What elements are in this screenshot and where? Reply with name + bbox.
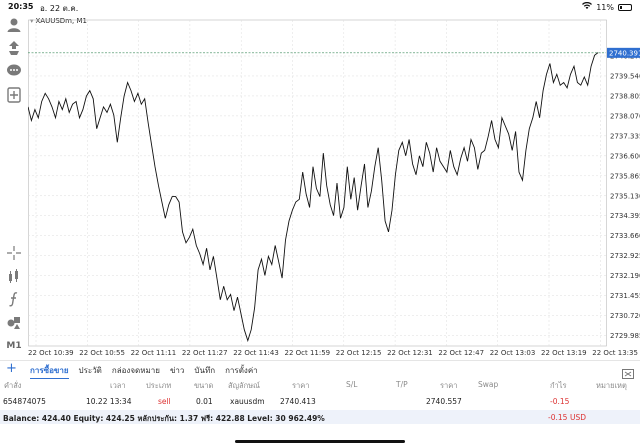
indicators-icon[interactable] [5, 267, 23, 285]
header-comment: หมายเหตุ [596, 381, 627, 390]
tab-0[interactable]: การซื้อขาย [30, 364, 69, 379]
status-bar: 20:35 อ. 22 ต.ค. 11% [0, 0, 640, 14]
y-tick-label: 2736.600 [610, 152, 640, 160]
x-tick-label: 22 Oct 13:03 [490, 349, 536, 357]
y-tick-label: 2735.130 [610, 192, 640, 200]
battery-icon [618, 3, 632, 11]
y-tick-label: 2737.335 [610, 132, 640, 140]
y-tick-label: 2734.395 [610, 212, 640, 220]
chat-icon[interactable] [5, 62, 23, 80]
status-date: อ. 22 ต.ค. [40, 4, 79, 13]
table-row[interactable]: 654874075 10.22 13:34 sell 0.01 xauusdm … [0, 395, 640, 409]
balance-text: Balance: 424.40 Equity: 424.25 หลักประกั… [3, 414, 325, 423]
order-volume: 0.01 [196, 397, 213, 406]
x-tick-label: 22 Oct 12:15 [336, 349, 382, 357]
x-tick-label: 22 Oct 11:27 [182, 349, 228, 357]
tab-2[interactable]: กล่องจดหมาย [111, 366, 160, 375]
x-tick-label: 22 Oct 11:43 [233, 349, 279, 357]
y-tick-label: 2733.660 [610, 232, 640, 240]
x-tick-label: 22 Oct 10:55 [79, 349, 125, 357]
price-chart[interactable]: 2740.2752739.5402738.8052738.0702737.335… [28, 16, 640, 359]
x-tick-label: 22 Oct 13:35 [592, 349, 638, 357]
terminal-tab-bar: + การซื้อขาย ประวัติ กล่องจดหมาย ข่าว บันทึก… [0, 360, 640, 379]
chart-symbol-label: ▾ XAUUSDm, M1 [30, 17, 87, 25]
y-tick-label: 2730.720 [610, 312, 640, 320]
objects-icon[interactable] [5, 313, 23, 331]
battery-percent: 11% [596, 2, 614, 12]
order-symbol: xauusdm [230, 397, 265, 406]
add-button[interactable]: + [6, 361, 17, 376]
balance-bar: Balance: 424.40 Equity: 424.25 หลักประกั… [0, 410, 640, 424]
wifi-icon [582, 1, 593, 12]
status-right: 11% [582, 1, 632, 12]
x-tick-label: 22 Oct 12:47 [438, 349, 484, 357]
x-tick-label: 22 Oct 12:31 [387, 349, 433, 357]
orders-table-header: คำสั่ง เวลา ประเภท ขนาด สัญลักษณ์ ราคา S… [0, 378, 640, 392]
header-order: คำสั่ง [4, 381, 22, 390]
left-toolbar: M1 [0, 14, 28, 357]
plot-frame [28, 19, 607, 347]
header-swap: Swap [478, 380, 499, 389]
status-time: 20:35 [8, 2, 34, 11]
terminal-tabs: การซื้อขาย ประวัติ กล่องจดหมาย ข่าว บันทึก กา… [30, 364, 258, 379]
tab-3[interactable]: ข่าว [169, 366, 185, 375]
y-tick-label: 2739.540 [610, 72, 640, 80]
x-tick-label: 22 Oct 11:59 [285, 349, 331, 357]
header-sl: S/L [346, 380, 358, 389]
y-tick-label: 2729.985 [610, 332, 640, 340]
price-line [28, 52, 599, 343]
current-price-tag [607, 47, 640, 58]
header-symbol: สัญลักษณ์ [228, 381, 261, 390]
new-order-icon[interactable] [5, 86, 23, 104]
x-tick-label: 22 Oct 13:19 [541, 349, 587, 357]
order-current-price: 2740.557 [426, 397, 462, 406]
timeframe-label: M1 [6, 341, 22, 351]
chart-mini-icons: ▾ [30, 17, 34, 25]
order-open-price: 2740.413 [280, 397, 316, 406]
x-tick-label: 22 Oct 10:39 [28, 349, 74, 357]
y-tick-label: 2731.455 [610, 292, 640, 300]
y-tick-label: 2735.865 [610, 172, 640, 180]
y-tick-label: 2732.925 [610, 252, 640, 260]
header-tp: T/P [396, 380, 408, 389]
y-tick-label: 2738.070 [610, 112, 640, 120]
x-tick-label: 22 Oct 11:11 [131, 349, 177, 357]
tab-4[interactable]: บันทึก [194, 366, 216, 375]
header-open-price: ราคา [292, 381, 310, 390]
header-volume: ขนาด [194, 381, 214, 390]
header-time: เวลา [110, 381, 126, 390]
tab-5[interactable]: การตั้งค่า [225, 366, 258, 375]
total-profit: -0.15 [548, 413, 568, 422]
order-id: 654874075 [3, 397, 46, 406]
home-indicator [235, 440, 405, 443]
current-price-label: 2740.391 [609, 49, 640, 57]
header-current-price: ราคา [440, 381, 458, 390]
order-profit: -0.15 [550, 397, 570, 406]
trade-icon[interactable] [5, 39, 23, 57]
function-icon[interactable] [5, 290, 23, 308]
order-time: 10.22 13:34 [86, 397, 132, 406]
order-type: sell [158, 397, 171, 406]
y-tick-label: 2732.190 [610, 272, 640, 280]
profit-currency: USD [570, 413, 587, 422]
account-icon[interactable] [5, 16, 23, 34]
y-tick-label: 2738.805 [610, 92, 640, 100]
header-profit: กำไร [550, 381, 567, 390]
timeframe-button[interactable]: M1 [5, 337, 23, 355]
close-terminal-icon[interactable] [622, 364, 634, 379]
tab-1[interactable]: ประวัติ [78, 366, 102, 375]
header-type: ประเภท [146, 381, 172, 390]
crosshair-icon[interactable] [5, 244, 23, 262]
